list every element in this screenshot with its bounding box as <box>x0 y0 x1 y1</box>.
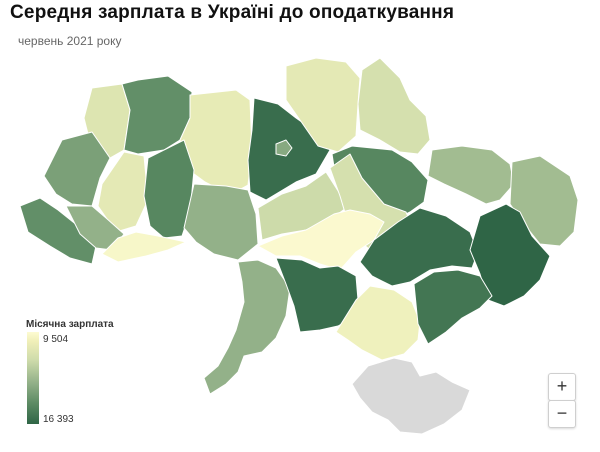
region-crimea[interactable] <box>351 357 471 435</box>
region-vinnytsia[interactable] <box>183 183 259 261</box>
legend-title: Місячна зарплата <box>26 319 114 330</box>
region-chernivtsi[interactable] <box>101 231 187 263</box>
page-subtitle: червень 2021 року <box>18 34 122 48</box>
region-luhansk[interactable] <box>427 145 515 205</box>
region-odesa[interactable] <box>203 259 291 395</box>
region-khmelnytskyi[interactable] <box>143 139 195 239</box>
region-zaporizhzhia[interactable] <box>413 269 493 345</box>
region-zakarpattia[interactable] <box>19 197 97 265</box>
region-ternopil[interactable] <box>97 151 149 233</box>
legend-min-label: 9 504 <box>43 334 69 345</box>
region-kyiv-city[interactable] <box>275 139 293 157</box>
legend-color-bar <box>27 332 39 424</box>
region-dnipropetrovsk[interactable] <box>359 207 479 287</box>
zoom-out-button[interactable]: − <box>548 400 576 428</box>
region-chernihiv[interactable] <box>285 57 361 153</box>
zoom-in-button[interactable]: + <box>548 373 576 401</box>
region-donetsk[interactable] <box>469 203 551 307</box>
page-title: Середня зарплата в Україні до оподаткува… <box>10 2 455 23</box>
region-kherson[interactable] <box>335 285 421 361</box>
region-sumy[interactable] <box>357 57 431 155</box>
legend-max-label: 16 393 <box>43 414 74 425</box>
region-kirovohrad[interactable] <box>257 209 385 271</box>
